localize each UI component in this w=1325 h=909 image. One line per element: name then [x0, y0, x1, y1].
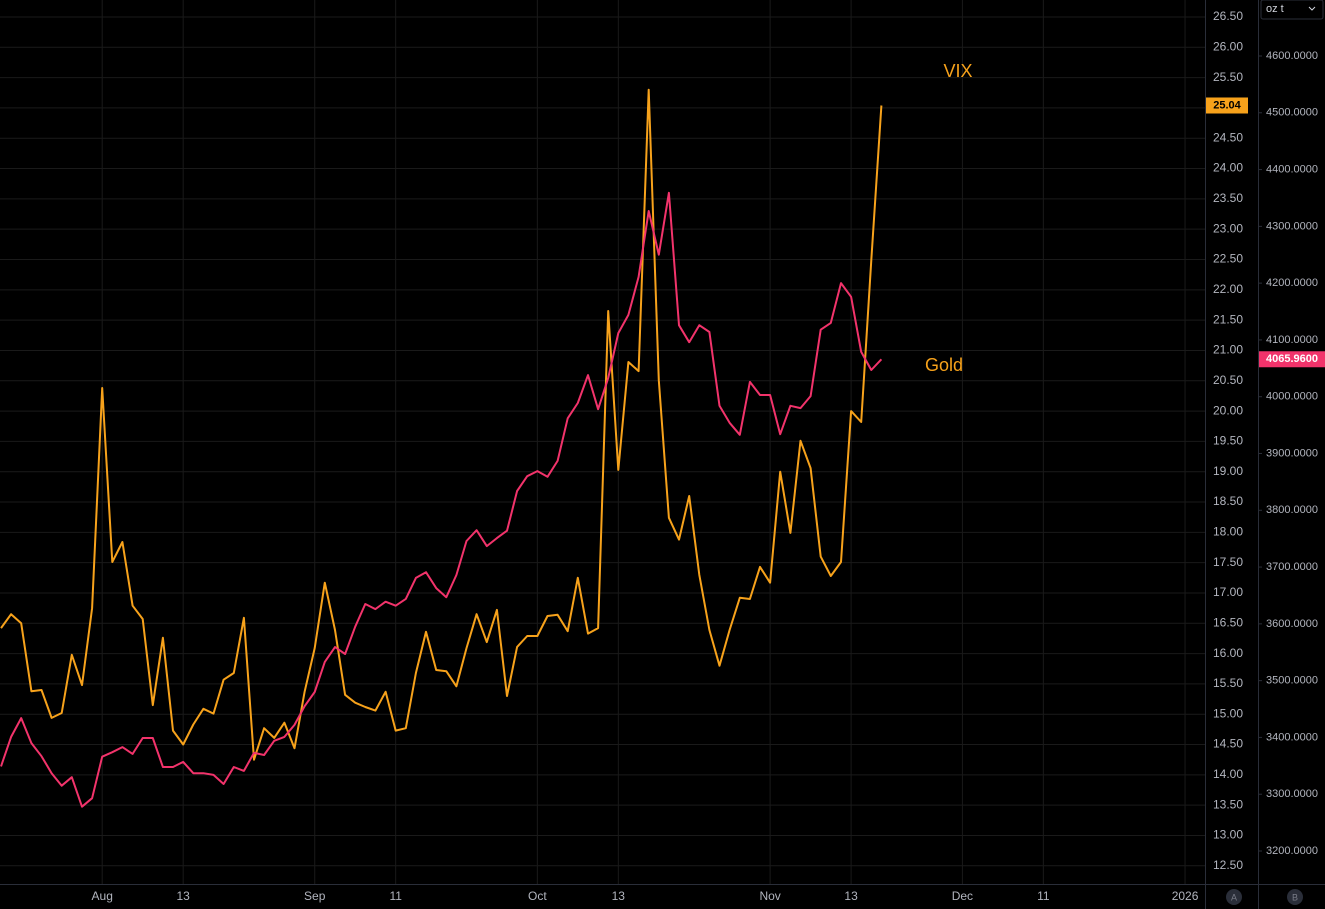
unit-selector[interactable]: oz t	[1260, 0, 1324, 20]
y-tick-label: 16.00	[1213, 646, 1243, 660]
y-tick-label: 24.50	[1213, 130, 1243, 144]
y-tick-label: 17.00	[1213, 585, 1243, 599]
x-tick-label: 11	[389, 889, 402, 903]
series-line	[0, 88, 883, 761]
y2-tick-label: 3700.0000	[1266, 561, 1318, 573]
y-tick-label: 20.50	[1213, 373, 1243, 387]
y-tick-label: 19.00	[1213, 464, 1243, 478]
series-annotation: Gold	[925, 355, 963, 375]
y-tick-label: 13.50	[1213, 797, 1243, 811]
y-tick-label: 14.00	[1213, 767, 1243, 781]
grid	[0, 0, 1205, 884]
y-tick-label: 13.00	[1213, 828, 1243, 842]
y-tick-label: 15.00	[1213, 706, 1243, 720]
y2-tick-label: 3800.0000	[1266, 504, 1318, 516]
last-value-tag	[1206, 97, 1248, 114]
y2-tick-label: 4100.0000	[1266, 334, 1318, 346]
y-tick-label: 23.50	[1213, 191, 1243, 205]
y2-tick-label: 4500.0000	[1266, 107, 1318, 119]
y2-tick-label: 3400.0000	[1266, 731, 1318, 743]
x-tick-label: 2026	[1172, 889, 1199, 903]
y-tick-label: 25.50	[1213, 70, 1243, 84]
x-tick-label: 13	[844, 889, 858, 903]
y2-tick-label: 4600.0000	[1266, 50, 1318, 62]
y-tick-label: 21.00	[1213, 343, 1243, 357]
x-tick-label: Sep	[304, 889, 326, 903]
y-tick-label: 26.50	[1213, 9, 1243, 23]
scale-button-label[interactable]: A	[1231, 892, 1237, 902]
y-tick-label: 12.50	[1213, 858, 1243, 872]
x-tick-label: Nov	[759, 889, 780, 903]
y-tick-label: 21.50	[1213, 312, 1243, 326]
y-tick-label: 18.00	[1213, 525, 1243, 539]
y2-tick-label: 3200.0000	[1266, 845, 1318, 857]
series-annotation: VIX	[943, 61, 972, 81]
y-tick-label: 17.50	[1213, 555, 1243, 569]
y-tick-label: 20.00	[1213, 403, 1243, 417]
last-value-label: 4065.9600	[1266, 353, 1318, 365]
y2-tick-label: 3600.0000	[1266, 618, 1318, 630]
y-tick-label: 18.50	[1213, 494, 1243, 508]
y-tick-label: 15.50	[1213, 676, 1243, 690]
y-tick-label: 14.50	[1213, 737, 1243, 751]
y-tick-label: 23.00	[1213, 221, 1243, 235]
y2-tick-label: 4400.0000	[1266, 163, 1318, 175]
dropdown-icon	[1308, 6, 1316, 11]
x-tick-label: 11	[1037, 889, 1050, 903]
y2-tick-label: 3300.0000	[1266, 788, 1318, 800]
scale-button-label[interactable]: B	[1292, 892, 1298, 902]
scale-button[interactable]: A	[1226, 889, 1242, 905]
y-tick-label: 16.50	[1213, 615, 1243, 629]
y2-tick-label: 4000.0000	[1266, 391, 1318, 403]
x-tick-label: Aug	[92, 889, 113, 903]
y-tick-label: 22.50	[1213, 252, 1243, 266]
x-tick-label: 13	[612, 889, 626, 903]
y-tick-label: 26.00	[1213, 39, 1243, 53]
last-value-tag	[1259, 351, 1325, 368]
plot-area	[0, 88, 883, 808]
y-tick-label: 24.00	[1213, 161, 1243, 175]
x-tick-label: Dec	[952, 889, 973, 903]
series-line	[0, 191, 883, 808]
y2-tick-label: 4300.0000	[1266, 220, 1318, 232]
y2-tick-label: 4200.0000	[1266, 277, 1318, 289]
x-tick-label: 13	[176, 889, 190, 903]
y-tick-label: 22.00	[1213, 282, 1243, 296]
last-value-label: 25.04	[1213, 99, 1241, 111]
y2-tick-label: 3900.0000	[1266, 447, 1318, 459]
scale-button[interactable]: B	[1287, 889, 1303, 905]
y2-tick-label: 3500.0000	[1266, 675, 1318, 687]
x-tick-label: Oct	[528, 889, 547, 903]
unit-label[interactable]: oz t	[1266, 3, 1284, 15]
y-tick-label: 19.50	[1213, 434, 1243, 448]
